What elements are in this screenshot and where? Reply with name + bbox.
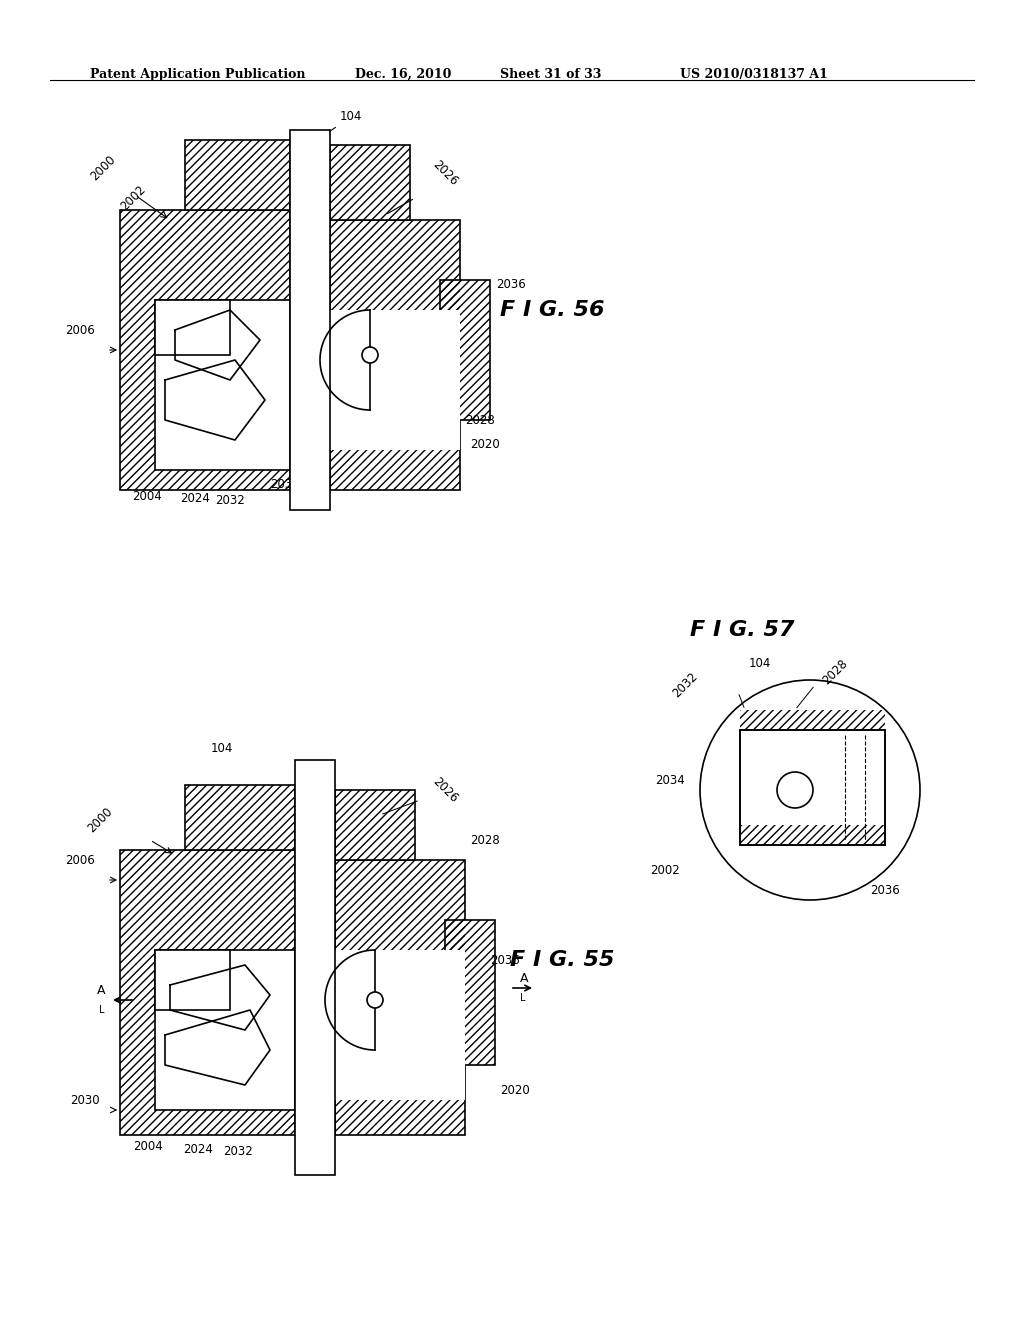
Bar <box>295 760 335 1175</box>
Text: A: A <box>96 983 105 997</box>
Bar <box>120 850 295 1135</box>
Text: 104: 104 <box>749 657 771 671</box>
Circle shape <box>700 680 920 900</box>
Text: 2024: 2024 <box>180 492 210 506</box>
Circle shape <box>367 993 383 1008</box>
Bar <box>335 789 415 861</box>
Text: 2028: 2028 <box>820 657 850 688</box>
Text: 2006: 2006 <box>66 854 95 866</box>
Bar <box>290 129 330 510</box>
Text: L: L <box>99 1005 105 1015</box>
Bar <box>440 280 490 420</box>
Text: 2026: 2026 <box>430 775 461 805</box>
Bar <box>155 300 230 355</box>
Text: A: A <box>520 972 528 985</box>
Text: 2036: 2036 <box>496 279 525 292</box>
Text: 2002: 2002 <box>650 863 680 876</box>
Text: 2036: 2036 <box>490 953 520 966</box>
Bar <box>155 950 295 1110</box>
Text: 2032: 2032 <box>223 1144 253 1158</box>
Text: 2034: 2034 <box>655 774 685 787</box>
Text: 2004: 2004 <box>132 490 162 503</box>
Bar <box>155 300 290 470</box>
Text: 2032: 2032 <box>215 494 245 507</box>
Text: 104: 104 <box>211 742 233 755</box>
Text: 2020: 2020 <box>500 1084 529 1097</box>
Circle shape <box>362 347 378 363</box>
Bar <box>330 145 410 220</box>
Bar <box>330 220 460 490</box>
Bar <box>335 950 465 1100</box>
Bar <box>335 789 415 861</box>
Bar <box>740 730 885 845</box>
Text: 2030: 2030 <box>270 478 300 491</box>
Bar <box>740 710 885 730</box>
Text: 2004: 2004 <box>133 1140 163 1152</box>
Text: Sheet 31 of 33: Sheet 31 of 33 <box>500 69 601 81</box>
Text: 2028: 2028 <box>470 833 500 846</box>
Bar <box>120 210 290 490</box>
Bar <box>335 861 465 1135</box>
Bar <box>185 140 290 210</box>
Text: Dec. 16, 2010: Dec. 16, 2010 <box>355 69 452 81</box>
Text: 2036: 2036 <box>870 883 900 896</box>
Text: 104: 104 <box>312 110 362 144</box>
Text: Patent Application Publication: Patent Application Publication <box>90 69 305 81</box>
Bar <box>445 920 495 1065</box>
Text: 2006: 2006 <box>66 323 95 337</box>
Text: 2020: 2020 <box>470 438 500 451</box>
Bar <box>185 785 295 850</box>
Text: F I G. 56: F I G. 56 <box>500 300 604 319</box>
Text: 2000: 2000 <box>85 805 115 836</box>
Text: L: L <box>520 993 525 1003</box>
Bar <box>120 210 290 490</box>
Bar <box>185 785 295 850</box>
Text: 2000: 2000 <box>88 153 118 183</box>
Bar <box>740 825 885 845</box>
Bar <box>330 145 410 220</box>
Bar <box>335 861 465 1135</box>
Bar <box>185 140 290 210</box>
Bar <box>330 220 460 490</box>
Bar <box>445 920 495 1065</box>
Bar <box>155 950 230 1010</box>
Bar <box>120 850 295 1135</box>
Circle shape <box>777 772 813 808</box>
Text: US 2010/0318137 A1: US 2010/0318137 A1 <box>680 69 827 81</box>
Text: 2024: 2024 <box>183 1143 213 1156</box>
Text: 2028: 2028 <box>465 413 495 426</box>
Text: 2002: 2002 <box>118 182 148 213</box>
Bar <box>330 310 460 450</box>
Bar <box>740 730 885 845</box>
Text: 2030: 2030 <box>71 1093 100 1106</box>
Text: F I G. 57: F I G. 57 <box>690 620 795 640</box>
Text: F I G. 55: F I G. 55 <box>510 950 614 970</box>
Bar <box>440 280 490 420</box>
Text: 2032: 2032 <box>670 669 700 700</box>
Text: 2026: 2026 <box>430 157 461 187</box>
